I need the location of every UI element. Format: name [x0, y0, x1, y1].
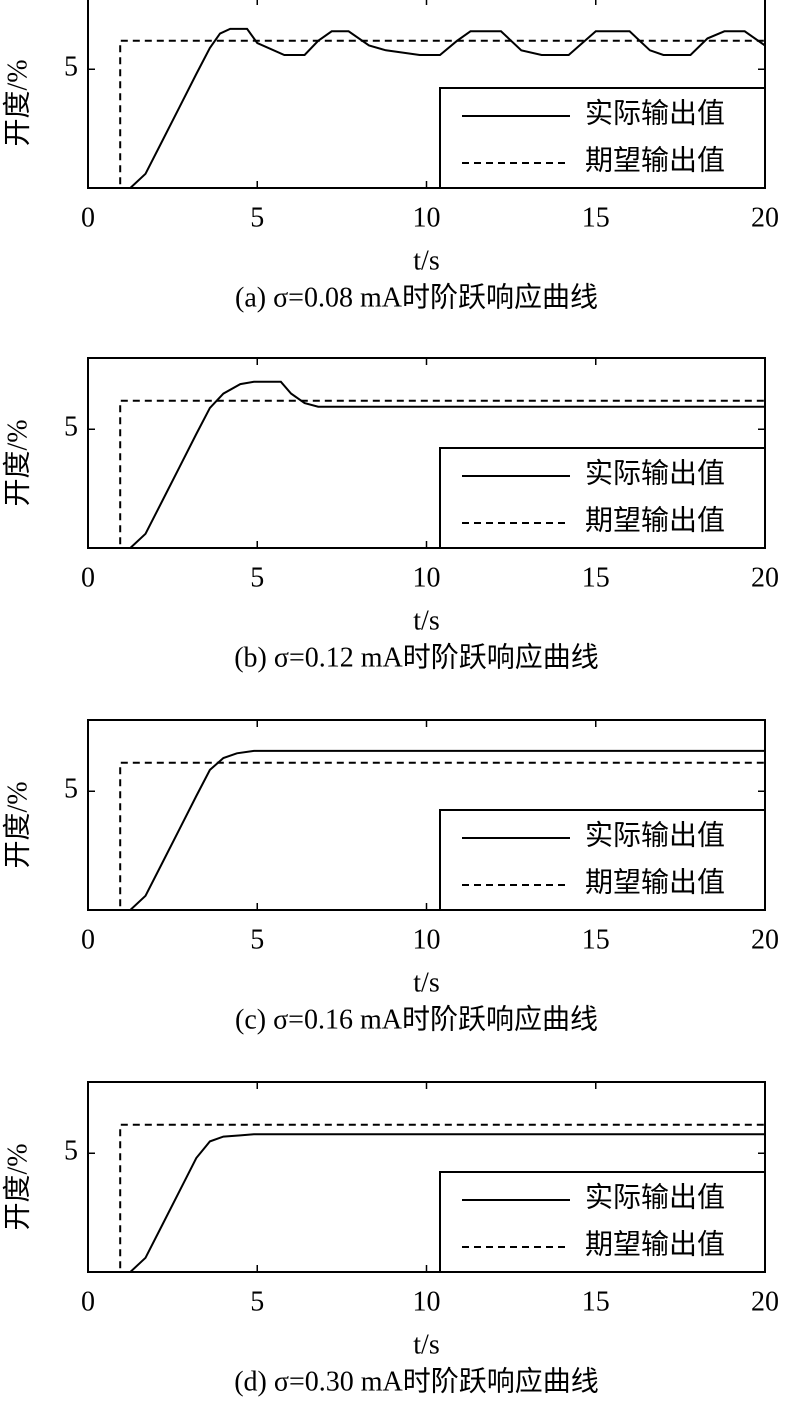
x-axis-label: t/s — [413, 605, 439, 636]
legend-label: 期望输出值 — [585, 144, 725, 176]
x-axis-label: t/s — [413, 967, 439, 998]
y-tick-label: 5 — [64, 412, 78, 443]
legend-label: 实际输出值 — [585, 819, 725, 851]
x-tick-label: 20 — [751, 1286, 779, 1317]
legend-label: 实际输出值 — [585, 1181, 725, 1213]
x-tick-label: 20 — [751, 202, 779, 233]
legend-label: 实际输出值 — [585, 457, 725, 489]
y-axis-label: 开度/% — [1, 781, 33, 868]
x-tick-label: 0 — [81, 924, 95, 955]
series-line — [129, 1133, 765, 1272]
x-tick-label: 10 — [413, 202, 441, 233]
caption: (a) σ=0.08 mA时阶跃响应曲线 — [235, 281, 598, 313]
y-axis-label: 开度/% — [1, 59, 33, 146]
legend-box — [439, 1171, 766, 1273]
x-tick-label: 15 — [582, 1286, 610, 1317]
y-tick-label: 5 — [64, 52, 78, 83]
x-tick-label: 0 — [81, 1286, 95, 1317]
x-tick-label: 15 — [582, 202, 610, 233]
x-tick-label: 15 — [582, 924, 610, 955]
caption: (c) σ=0.16 mA时阶跃响应曲线 — [235, 1003, 598, 1035]
x-tick-label: 10 — [413, 562, 441, 593]
x-tick-label: 20 — [751, 924, 779, 955]
y-tick-label: 5 — [64, 774, 78, 805]
x-tick-label: 0 — [81, 202, 95, 233]
caption: (d) σ=0.30 mA时阶跃响应曲线 — [234, 1365, 599, 1397]
x-tick-label: 5 — [250, 562, 264, 593]
x-tick-label: 0 — [81, 562, 95, 593]
x-tick-label: 5 — [250, 202, 264, 233]
x-tick-label: 10 — [413, 924, 441, 955]
y-tick-label: 5 — [64, 1136, 78, 1167]
y-axis-label: 开度/% — [1, 1143, 33, 1230]
x-tick-label: 5 — [250, 1286, 264, 1317]
legend-box — [439, 809, 766, 911]
x-tick-label: 15 — [582, 562, 610, 593]
x-tick-label: 10 — [413, 1286, 441, 1317]
series-line — [129, 749, 765, 910]
x-tick-label: 20 — [751, 562, 779, 593]
legend-label: 期望输出值 — [585, 1228, 725, 1260]
legend-label: 期望输出值 — [585, 866, 725, 898]
legend-label: 实际输出值 — [585, 97, 725, 129]
x-axis-label: t/s — [413, 245, 439, 276]
caption: (b) σ=0.12 mA时阶跃响应曲线 — [234, 641, 599, 673]
legend-label: 期望输出值 — [585, 504, 725, 536]
legend-box — [439, 447, 766, 549]
x-axis-label: t/s — [413, 1329, 439, 1360]
legend-box — [439, 87, 766, 189]
series-line — [129, 27, 765, 188]
x-tick-label: 5 — [250, 924, 264, 955]
y-axis-label: 开度/% — [1, 419, 33, 506]
